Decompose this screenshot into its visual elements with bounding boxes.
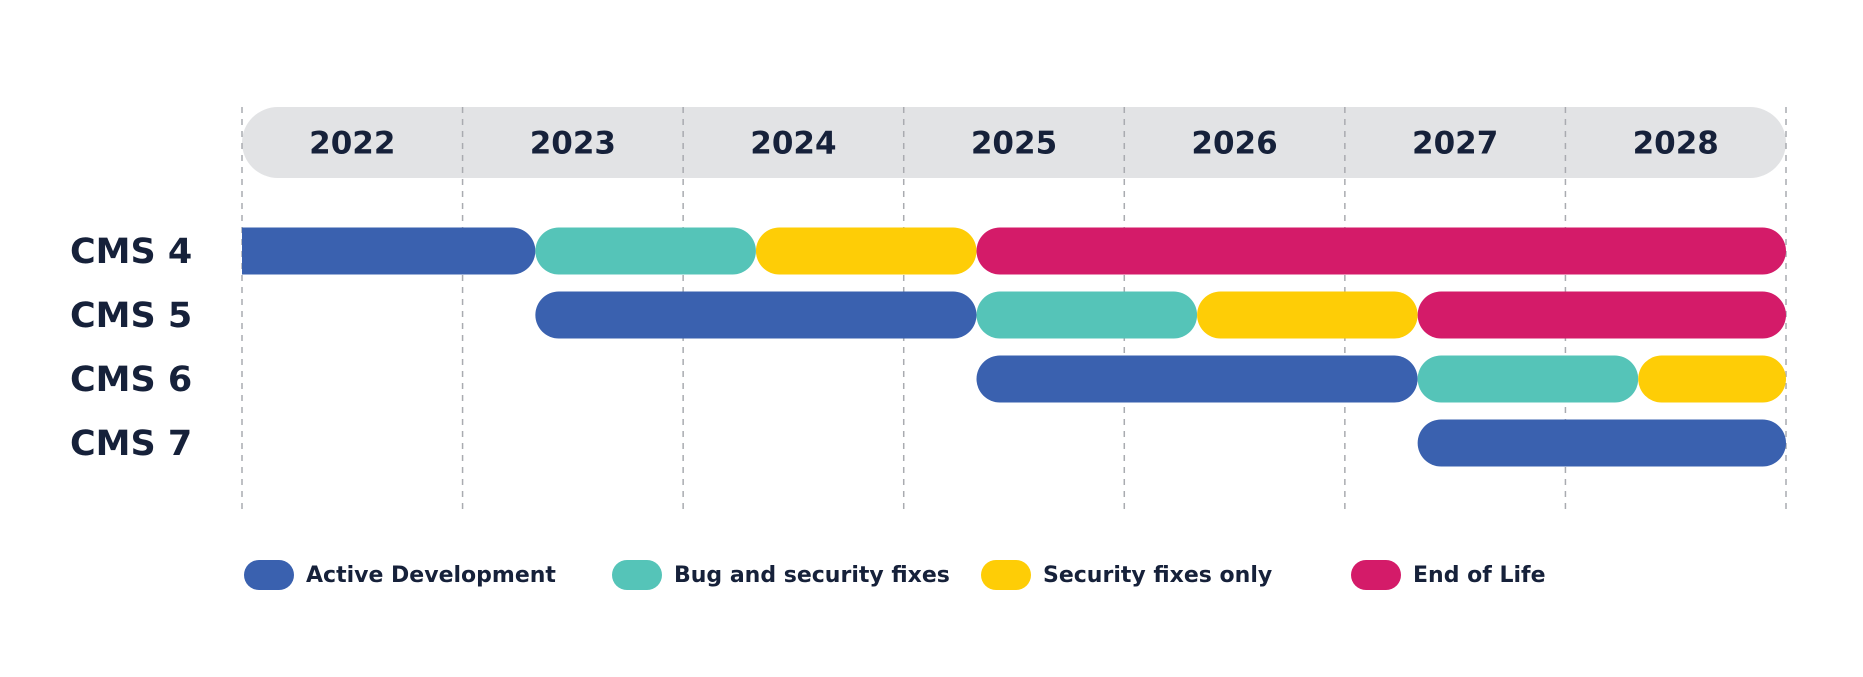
row-label: CMS 7 <box>70 424 192 464</box>
bar-segment <box>1417 355 1639 403</box>
x-tick-label: 2026 <box>1191 126 1277 162</box>
bar-segment <box>1638 355 1786 403</box>
bar-segment <box>242 227 536 275</box>
legend-label: Security fixes only <box>1043 563 1272 588</box>
x-tick-label: 2025 <box>971 126 1057 162</box>
legend-swatch <box>1351 560 1401 590</box>
legend-swatch <box>244 560 294 590</box>
x-tick-label: 2028 <box>1633 126 1719 162</box>
legend-label: Active Development <box>306 563 556 588</box>
row-label: CMS 6 <box>70 360 192 400</box>
legend-swatch <box>612 560 662 590</box>
x-tick-label: 2027 <box>1412 126 1498 162</box>
x-tick-label: 2022 <box>309 126 395 162</box>
x-tick-label: 2024 <box>750 126 836 162</box>
bar-segment <box>535 227 756 275</box>
bar-segment <box>755 227 977 275</box>
legend-swatch <box>981 560 1031 590</box>
bar-segment <box>1197 291 1418 339</box>
bar-segment <box>976 227 1786 275</box>
row-label: CMS 5 <box>70 296 192 336</box>
x-tick-label: 2023 <box>530 126 616 162</box>
bar-segment <box>535 291 977 339</box>
row-label: CMS 4 <box>70 232 192 272</box>
year-header <box>242 107 1786 178</box>
bar-segment <box>976 355 1418 403</box>
bar-segment <box>976 291 1198 339</box>
bar-segment <box>1417 419 1786 467</box>
legend-label: End of Life <box>1413 563 1546 588</box>
legend-label: Bug and security fixes <box>674 563 950 588</box>
bar-segment <box>1417 291 1786 339</box>
